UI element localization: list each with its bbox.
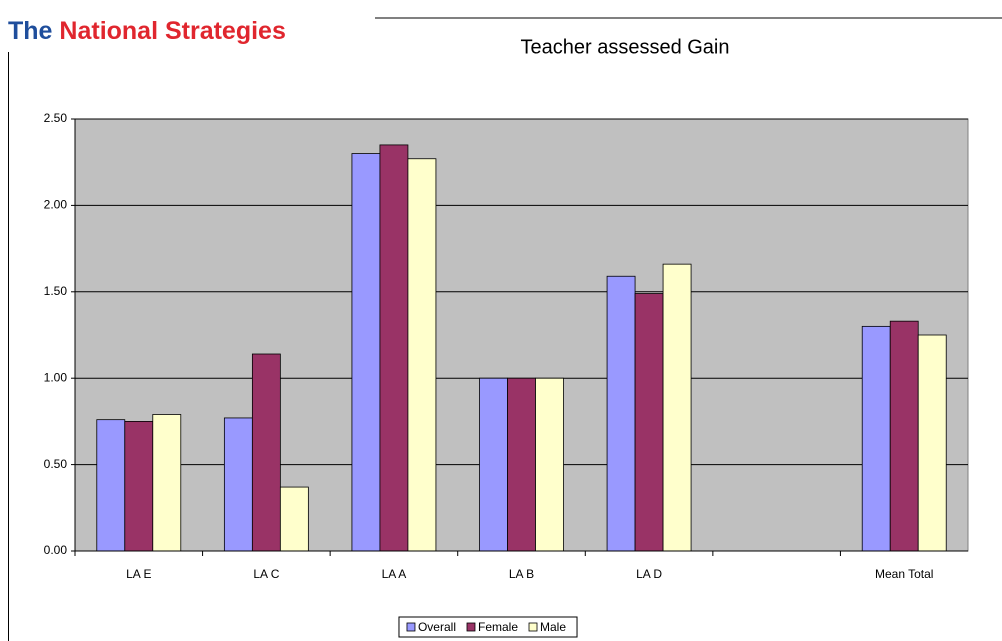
bar — [351, 153, 381, 552]
bar — [634, 293, 664, 552]
bar — [152, 414, 182, 552]
bar — [407, 158, 437, 552]
logo-name: National Strategies — [59, 17, 285, 45]
bar — [479, 377, 508, 552]
logo: The National Strategies — [8, 17, 286, 45]
bar — [279, 486, 309, 552]
x-tick-label: LA A — [382, 567, 407, 581]
bar — [606, 275, 636, 552]
y-tick-label: 2.50 — [44, 111, 68, 125]
legend-swatch — [528, 622, 538, 632]
x-tick-label: LA B — [509, 567, 534, 581]
x-tick-label: LA E — [126, 567, 151, 581]
y-tick-label: 1.00 — [44, 370, 68, 384]
y-tick-label: 2.00 — [44, 198, 68, 212]
x-tick-label: LA D — [636, 567, 662, 581]
x-tick-label: LA C — [253, 567, 279, 581]
chart-title: Teacher assessed Gain — [520, 36, 729, 58]
bar — [889, 320, 919, 552]
y-tick-label: 0.50 — [44, 457, 68, 471]
bar — [124, 420, 154, 552]
logo-prefix: The — [8, 17, 53, 45]
y-tick-label: 1.50 — [44, 284, 68, 298]
legend-box — [398, 616, 578, 638]
bar — [379, 144, 409, 552]
legend-swatch — [466, 622, 476, 632]
bar — [535, 377, 564, 552]
y-tick-label: 0.00 — [44, 543, 68, 557]
bar — [917, 334, 947, 552]
bar — [251, 353, 281, 552]
bar — [861, 325, 891, 552]
bar — [662, 263, 692, 552]
bar — [96, 419, 126, 552]
legend-swatch — [406, 622, 416, 632]
legend-label: Male — [540, 620, 566, 634]
legend-label: Female — [478, 620, 518, 634]
bar — [223, 417, 253, 552]
legend-label: Overall — [418, 620, 456, 634]
bar — [507, 377, 536, 552]
x-tick-label: Mean Total — [875, 567, 933, 581]
